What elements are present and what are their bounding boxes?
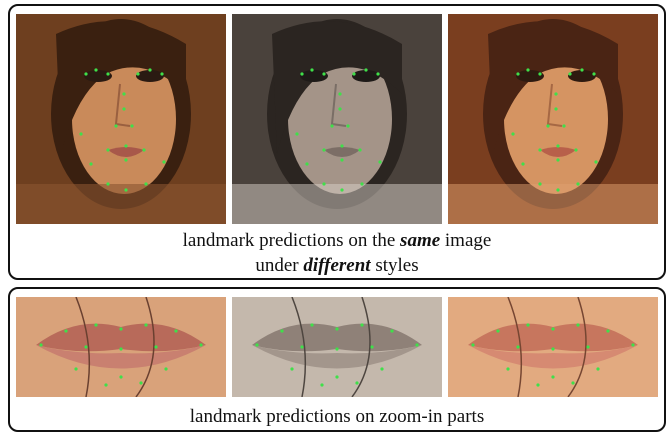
caption-emphasis-different: different xyxy=(303,255,371,276)
lips-grayscale-svg xyxy=(232,297,442,397)
lips-image-original xyxy=(16,297,226,397)
lips-original-svg xyxy=(16,297,226,397)
caption-line-1: landmark predictions on the same image xyxy=(10,228,664,253)
face-image-grayscale xyxy=(232,14,442,224)
face-grayscale-svg xyxy=(232,14,442,224)
style-comparison-panel: landmark predictions on the same image u… xyxy=(8,4,666,280)
style-comparison-caption: landmark predictions on the same image u… xyxy=(10,228,664,278)
lips-image-grayscale xyxy=(232,297,442,397)
face-image-warm xyxy=(448,14,658,224)
caption-line-2: under different styles xyxy=(10,253,664,278)
face-image-original xyxy=(16,14,226,224)
caption-line-2-suffix: styles xyxy=(370,255,419,276)
face-original-svg xyxy=(16,14,226,224)
caption-emphasis-same: same xyxy=(400,230,441,251)
face-warm-svg xyxy=(448,14,658,224)
lips-image-warm xyxy=(448,297,658,397)
caption-line-2-prefix: under xyxy=(255,255,304,276)
caption-line-1-prefix: landmark predictions on the xyxy=(182,230,401,251)
zoom-comparison-panel: landmark predictions on zoom-in parts xyxy=(8,287,666,432)
caption-line-1-suffix: image xyxy=(440,230,492,251)
zoom-comparison-caption: landmark predictions on zoom-in parts xyxy=(189,406,485,427)
lips-warm-svg xyxy=(448,297,658,397)
